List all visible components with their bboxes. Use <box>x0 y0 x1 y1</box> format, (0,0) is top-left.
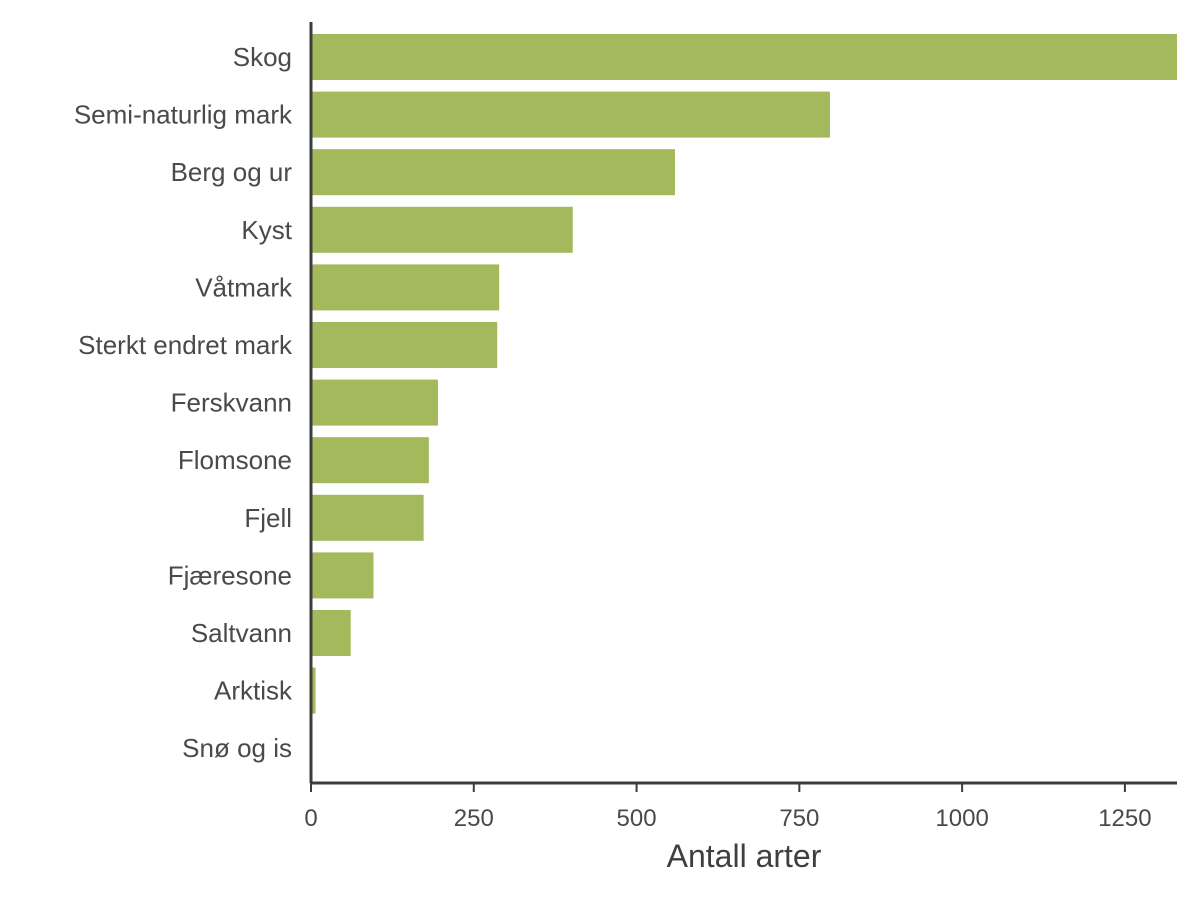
category-label-fjell: Fjell <box>244 503 292 533</box>
category-labels: Skog Semi-naturlig mark Berg og ur Kyst Våtm… <box>74 42 293 763</box>
x-tick-label-500: 500 <box>617 805 657 832</box>
category-label-berg-og-ur: Berg og ur <box>171 157 293 187</box>
bar-fjell <box>311 494 424 541</box>
category-label-fjæresone: Fjæresone <box>168 560 292 590</box>
x-tick-label-1250: 1250 <box>1098 805 1151 832</box>
category-label-kyst: Kyst <box>241 215 292 245</box>
x-tick-label-0: 0 <box>304 805 317 832</box>
bar-ferskvann <box>311 379 438 426</box>
bar-sterkt-endret-mark <box>311 322 498 368</box>
x-tick-label-250: 250 <box>454 805 494 832</box>
category-label-flomsone: Flomsone <box>178 445 292 475</box>
bar-semi-naturlig-mark <box>311 91 830 138</box>
category-label-våtmark: Våtmark <box>195 272 293 302</box>
x-axis-ticks: 0 250 500 750 1000 1250 <box>304 783 1152 832</box>
bar-flomsone <box>311 437 429 484</box>
category-label-skog: Skog <box>233 42 292 72</box>
category-label-sterkt-endret-mark: Sterkt endret mark <box>78 330 293 360</box>
category-label-saltvann: Saltvann <box>191 618 292 648</box>
bar-arktisk <box>311 667 316 714</box>
category-label-snø-og-is: Snø og is <box>182 733 292 763</box>
x-axis-title: Antall arter <box>667 838 822 874</box>
category-label-arktisk: Arktisk <box>214 676 293 706</box>
bar-skog <box>311 34 1177 80</box>
bar-saltvann <box>311 610 351 656</box>
bar-kyst <box>311 206 573 253</box>
bar-våtmark <box>311 264 500 311</box>
x-tick-label-1000: 1000 <box>935 805 988 832</box>
bar-berg-og-ur <box>311 149 675 196</box>
category-label-semi-naturlig-mark: Semi-naturlig mark <box>74 100 293 130</box>
bar-fjæresone <box>311 552 374 599</box>
x-tick-label-750: 750 <box>779 805 819 832</box>
bars-group <box>311 34 1177 772</box>
category-label-ferskvann: Ferskvann <box>171 388 292 418</box>
